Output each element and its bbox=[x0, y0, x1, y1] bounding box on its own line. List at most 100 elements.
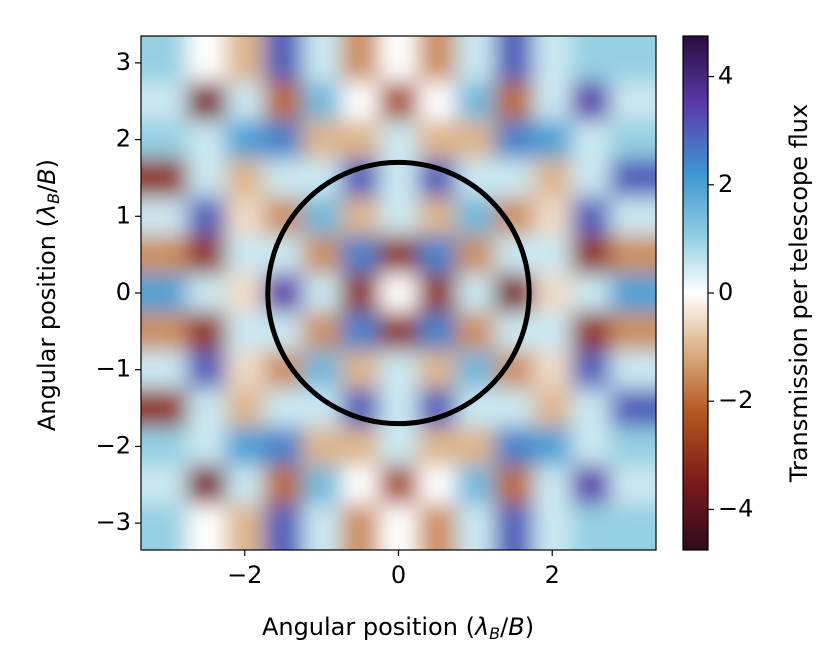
heat-cell bbox=[302, 273, 342, 313]
heat-cell bbox=[609, 503, 656, 550]
heat-cell bbox=[609, 158, 656, 198]
heat-cell bbox=[456, 350, 496, 390]
heat-cell bbox=[417, 503, 457, 550]
heat-cell bbox=[302, 465, 342, 505]
heat-cell bbox=[302, 197, 342, 236]
heat-cell bbox=[141, 197, 188, 236]
colorbar-tick-label: 2 bbox=[718, 170, 733, 198]
heat-cell bbox=[533, 36, 572, 83]
heatmap bbox=[141, 36, 656, 550]
heat-cell bbox=[340, 273, 380, 313]
heat-cell bbox=[417, 465, 457, 505]
heat-cell bbox=[225, 235, 265, 275]
heat-cell bbox=[187, 120, 227, 160]
heat-cell bbox=[456, 273, 496, 313]
heat-cell bbox=[302, 235, 342, 275]
heat-cell bbox=[533, 388, 572, 428]
heat-cell bbox=[141, 388, 188, 428]
heat-cell bbox=[571, 82, 611, 121]
heat-cell bbox=[494, 158, 534, 198]
heat-cell bbox=[379, 36, 419, 83]
heat-cell bbox=[456, 427, 496, 467]
heat-cell bbox=[533, 235, 572, 275]
colorbar-label: Transmission per telescope flux bbox=[785, 104, 813, 483]
heat-cell bbox=[340, 197, 380, 236]
heat-cell bbox=[141, 36, 188, 83]
heat-cell bbox=[533, 273, 572, 313]
colorbar-tick-label: 4 bbox=[718, 62, 733, 90]
heat-cell bbox=[609, 120, 656, 160]
colorbar bbox=[682, 35, 709, 551]
heat-cell bbox=[225, 273, 265, 313]
heat-cell bbox=[379, 503, 419, 550]
heat-cell bbox=[609, 427, 656, 467]
y-tick-label: 1 bbox=[116, 201, 131, 229]
heat-cell bbox=[456, 465, 496, 505]
heat-cell bbox=[225, 82, 265, 121]
heat-cell bbox=[379, 465, 419, 505]
x-tick-label: 2 bbox=[545, 561, 560, 589]
heat-cell bbox=[141, 235, 188, 275]
heat-cell bbox=[533, 503, 572, 550]
heat-cell bbox=[533, 312, 572, 352]
heat-cell bbox=[379, 82, 419, 121]
heat-cell bbox=[187, 235, 227, 275]
heat-cell bbox=[379, 273, 419, 313]
heat-cell bbox=[141, 82, 188, 121]
colorbar-tick-label: −4 bbox=[718, 494, 753, 522]
heat-cell bbox=[571, 465, 611, 505]
heat-cell bbox=[533, 158, 572, 198]
heat-cell bbox=[533, 197, 572, 236]
heat-cell bbox=[609, 36, 656, 83]
heat-cell bbox=[417, 120, 457, 160]
y-tick-label: 3 bbox=[116, 48, 131, 76]
heat-cell bbox=[571, 36, 611, 83]
heat-cell bbox=[417, 427, 457, 467]
heat-cell bbox=[494, 36, 534, 83]
heat-cell bbox=[417, 82, 457, 121]
heat-cell bbox=[533, 120, 572, 160]
colorbar-tick-label: 0 bbox=[718, 278, 733, 306]
heat-cell bbox=[263, 503, 303, 550]
heat-cell bbox=[456, 503, 496, 550]
heat-cell bbox=[340, 120, 380, 160]
heat-cell bbox=[340, 465, 380, 505]
heat-cell bbox=[263, 120, 303, 160]
heat-cell bbox=[340, 503, 380, 550]
heat-cell bbox=[571, 503, 611, 550]
heat-cell bbox=[494, 120, 534, 160]
heat-cell bbox=[533, 350, 572, 390]
y-tick-label: −1 bbox=[96, 355, 131, 383]
heat-cell bbox=[187, 36, 227, 83]
heat-cell bbox=[417, 197, 457, 236]
heat-cell bbox=[609, 197, 656, 236]
heat-cell bbox=[340, 427, 380, 467]
heat-cell bbox=[456, 235, 496, 275]
heat-cell bbox=[187, 312, 227, 352]
heat-cell bbox=[263, 158, 303, 198]
heat-cell bbox=[609, 235, 656, 275]
heat-cell bbox=[187, 427, 227, 467]
heat-cell bbox=[379, 427, 419, 467]
heat-cell bbox=[494, 427, 534, 467]
heat-cell bbox=[302, 82, 342, 121]
heat-cell bbox=[225, 427, 265, 467]
heat-cell bbox=[263, 465, 303, 505]
heat-cell bbox=[187, 82, 227, 121]
heat-cell bbox=[609, 273, 656, 313]
heat-cell bbox=[494, 82, 534, 121]
heat-cell bbox=[187, 388, 227, 428]
heat-cell bbox=[571, 427, 611, 467]
heat-cell bbox=[263, 36, 303, 83]
heat-cell bbox=[225, 312, 265, 352]
heat-cell bbox=[571, 235, 611, 275]
heat-cell bbox=[141, 465, 188, 505]
heat-cell bbox=[379, 350, 419, 390]
heat-cell bbox=[417, 350, 457, 390]
heat-cell bbox=[571, 388, 611, 428]
heat-cell bbox=[263, 427, 303, 467]
heat-cell bbox=[533, 427, 572, 467]
heat-cell bbox=[340, 235, 380, 275]
heat-cell bbox=[340, 350, 380, 390]
heat-cell bbox=[225, 36, 265, 83]
